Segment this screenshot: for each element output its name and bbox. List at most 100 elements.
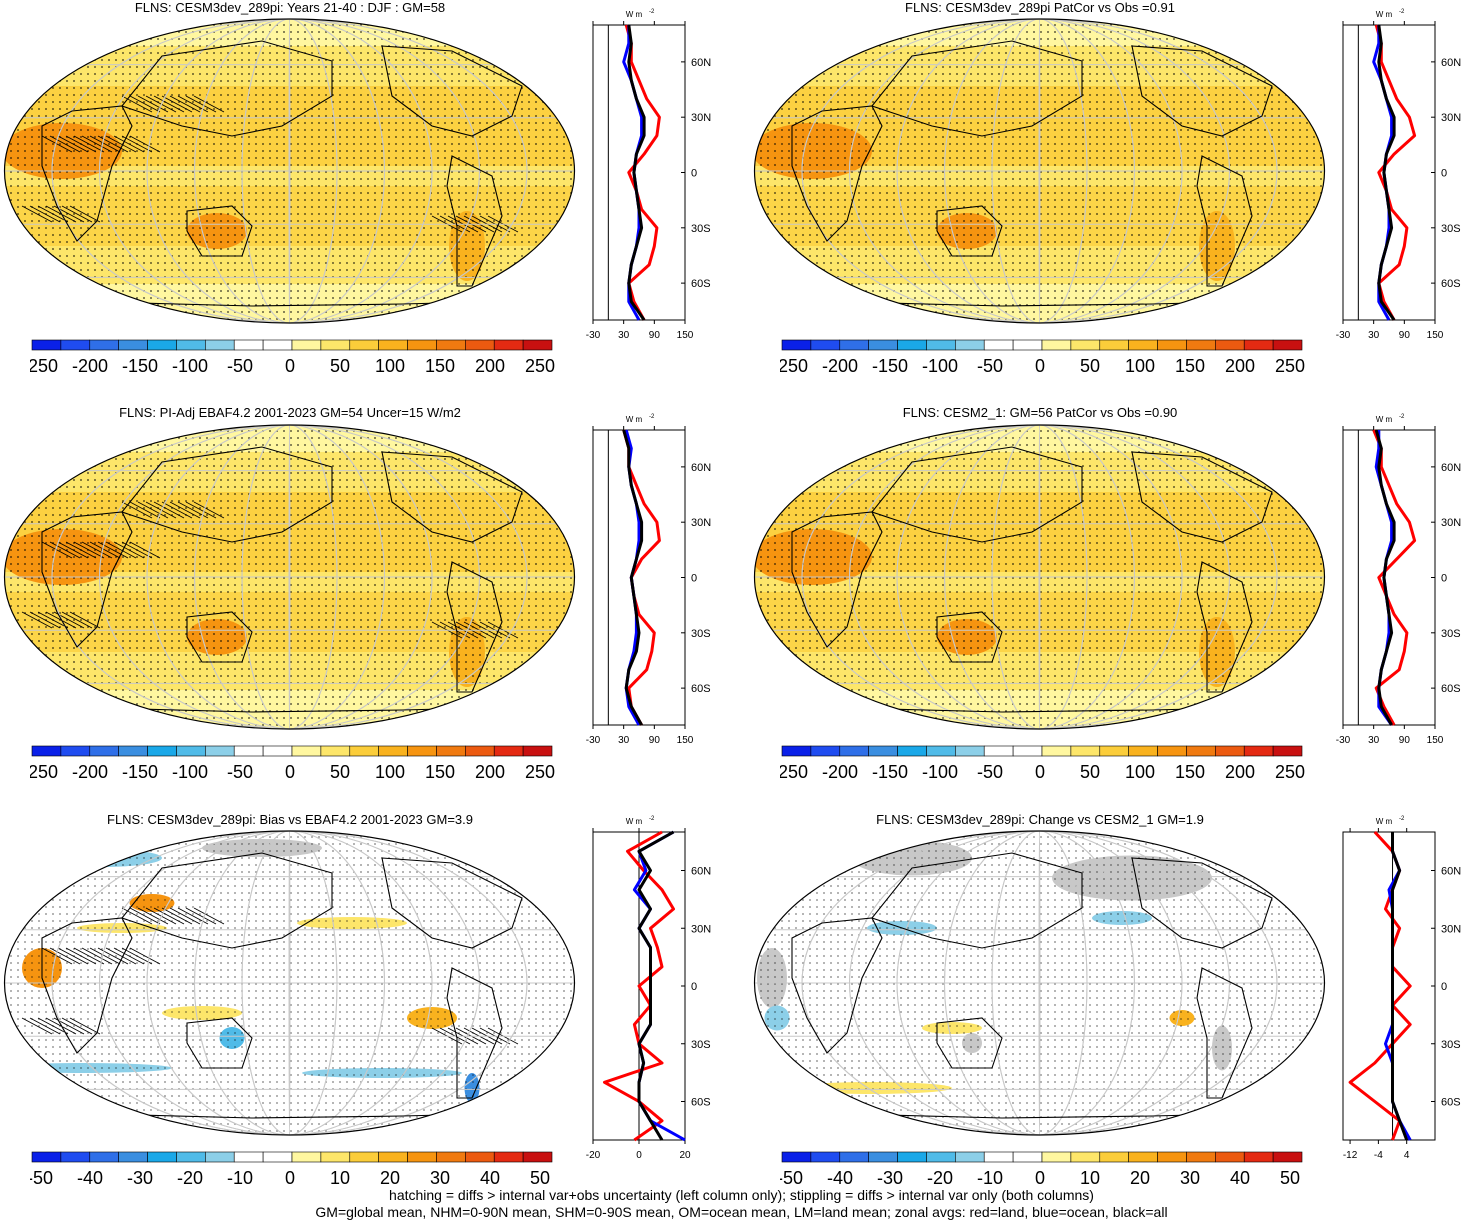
colorbar-swatch [1243,745,1274,757]
colorbar: -250 -200 -150 -100 -50 0 50 100 150 200 250 [780,745,1305,782]
colorbar-tick-label: 100 [375,762,405,782]
x-tick-label: -30 [586,330,601,341]
colorbar-tick-label: 20 [380,1168,400,1188]
y-tick-label: 60N [691,866,711,878]
x-tick-label: 90 [1399,330,1411,341]
colorbar-swatch [60,745,91,757]
map-border [3,830,576,1136]
continent-outline [121,40,333,137]
colorbar-swatch [868,745,898,757]
colorbar-tick-label: 20 [1130,1168,1150,1188]
hatch-line [121,95,153,113]
continent-outline [791,511,883,648]
hatch-line [153,907,185,925]
units-exponent: -2 [649,816,655,822]
hatch-line [81,135,113,153]
colorbar-swatch [897,1151,927,1163]
y-tick-label: 30N [691,112,711,124]
y-tick-label: 60N [1441,462,1461,474]
colorbar-swatch [1157,745,1187,757]
hatch-line [37,611,69,629]
hatch-line [129,947,161,965]
colorbar-swatch [493,339,524,351]
hatch-line [37,205,69,223]
hatch-line [137,501,169,519]
colorbar-swatch [31,1151,62,1163]
graticule [4,19,575,323]
colorbar-tick-label: 250 [1275,762,1305,782]
panel-title: FLNS: CESM3dev_289pi: Change vs CESM2_1 … [876,812,1204,827]
x-tick-label: -30 [1336,330,1351,341]
colorbar-tick-label: -40 [77,1168,103,1188]
hatch-line [193,501,225,519]
colorbar-swatch [983,745,1014,757]
continent-outline [791,105,883,242]
colorbar-swatch [781,1151,812,1163]
continent-outline [1131,451,1273,543]
colorbar-tick-label: -100 [922,356,958,376]
colorbar-swatch [897,745,927,757]
y-tick-label: 60S [1441,683,1461,695]
colorbar-swatch [1128,745,1158,757]
hatch-line [129,501,161,519]
colorbar-tick-label: 250 [525,762,555,782]
zonal-mean-plot: -12 -4 4 W m -2 60N 30N 0 30S 60S [1342,816,1461,1161]
colorbar-swatch [781,745,812,757]
colorbar-swatch [31,745,62,757]
continent-outline [41,105,133,242]
hatch-line [193,907,225,925]
continent-outline [381,45,523,137]
x-tick-label: 150 [1427,330,1444,341]
colorbar-swatch [983,1151,1014,1163]
colorbar-swatch [926,745,956,757]
colorbar-swatch [176,745,206,757]
map-field [4,19,575,323]
y-tick-label: 30S [691,1039,711,1051]
graticule [754,19,1325,323]
colorbar-swatch [1041,1151,1072,1163]
all-mean-line [627,24,646,321]
colorbar-swatch [1157,1151,1187,1163]
colorbar-swatch [436,745,466,757]
y-tick-label: 30N [691,923,711,935]
colorbar-swatch [378,339,408,351]
hatch-line [137,95,169,113]
colorbar-swatch [1215,1151,1245,1163]
units-label: W m [1376,817,1393,826]
y-tick-label: 30S [1441,1039,1461,1051]
colorbar-swatch [320,339,351,351]
y-tick-label: 30S [1441,223,1461,235]
colorbar-tick-label: -250 [780,356,808,376]
y-tick-label: 30S [691,223,711,235]
continent-outline [41,511,133,648]
hatch-line [161,95,193,113]
colorbar-swatch [89,339,119,351]
continent-outline [1131,857,1273,949]
x-tick-label: 30 [618,735,630,746]
units-exponent: -2 [1399,414,1405,420]
hatch-line [97,947,129,965]
colorbar-tick-label: 200 [1225,762,1255,782]
plot-frame [592,429,686,726]
hatch-line [121,947,153,965]
colorbar-swatch [147,339,177,351]
colorbar-swatch [320,1151,351,1163]
global-map [753,18,1326,324]
hatch-line [21,1017,53,1035]
map-field [4,425,575,729]
hatch-line [121,501,153,519]
units-exponent: -2 [1399,816,1405,822]
hatch-line [29,611,61,629]
hatch-line [69,205,101,223]
colorbar-tick-label: 0 [285,762,295,782]
colorbar-swatch [493,1151,524,1163]
colorbar-swatch [868,1151,898,1163]
colorbar-tick-label: -200 [72,356,108,376]
hatch-line [61,611,93,629]
hatch-line [21,611,53,629]
colorbar-tick-label: -50 [977,356,1003,376]
colorbar-swatch [233,745,264,757]
hatch-line [105,947,137,965]
continent-outline [446,561,503,693]
hatch-line [73,135,105,153]
